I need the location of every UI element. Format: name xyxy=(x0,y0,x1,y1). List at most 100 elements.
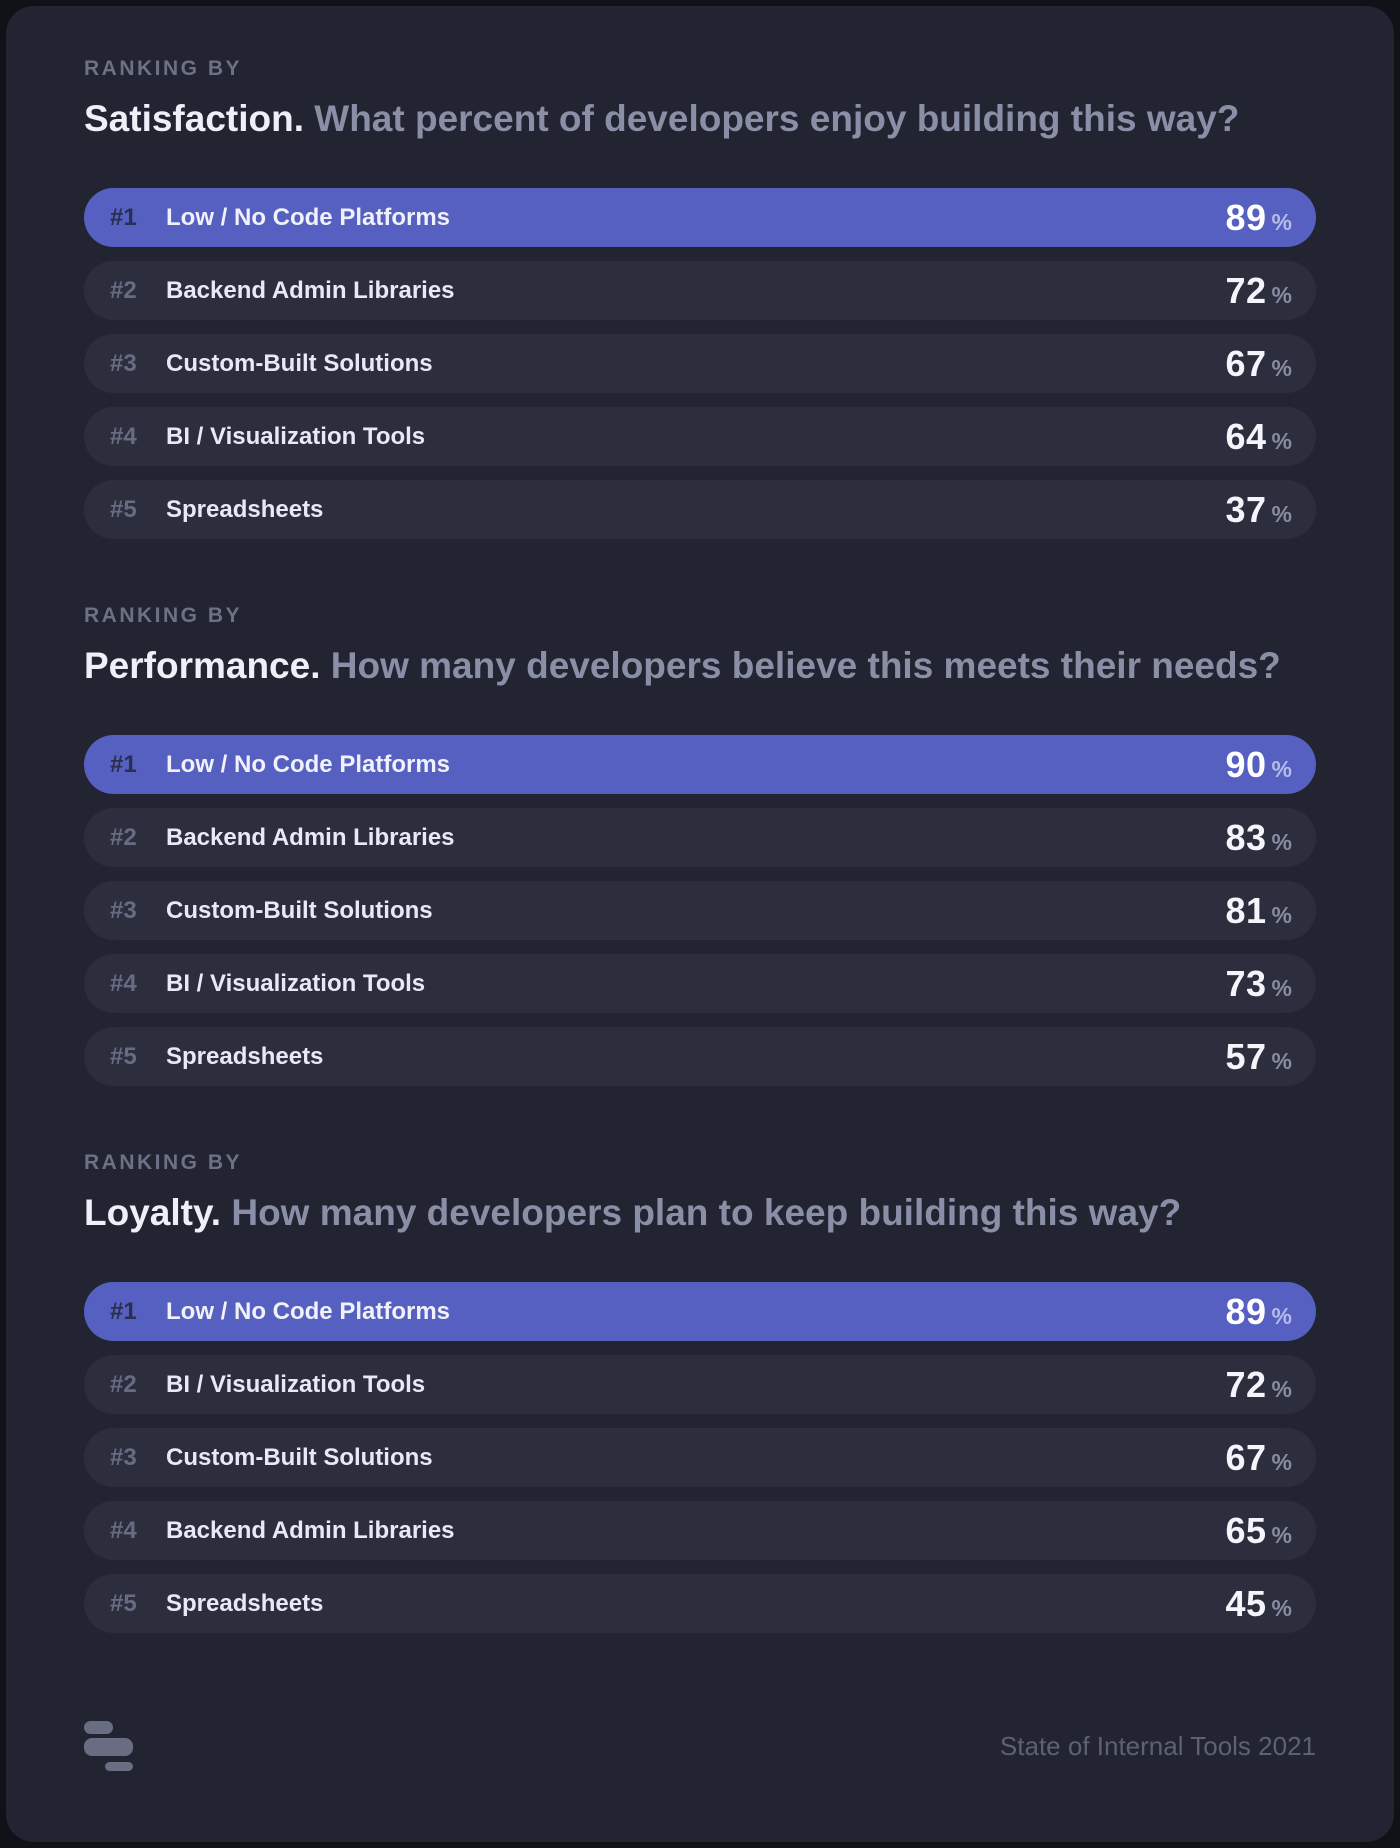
ranking-row-4: #4 BI / Visualization Tools 64% xyxy=(84,407,1316,466)
section-title: Satisfaction. xyxy=(84,98,304,139)
row-value: 89% xyxy=(1226,1291,1293,1333)
percent-sign: % xyxy=(1271,828,1292,855)
section-eyebrow: RANKING BY xyxy=(84,1151,243,1174)
ranking-row-1: #1 Low / No Code Platforms 89% xyxy=(84,1282,1316,1341)
percent-sign: % xyxy=(1271,500,1292,527)
percent-number: 83 xyxy=(1225,816,1267,858)
ranking-row-1: #1 Low / No Code Platforms 90% xyxy=(84,735,1316,794)
rank-badge: #4 xyxy=(110,422,137,450)
section-headline: Satisfaction. What percent of developers… xyxy=(84,96,1316,142)
ranking-row-4: #4 BI / Visualization Tools 73% xyxy=(84,954,1316,1013)
row-value: 67% xyxy=(1226,343,1293,385)
ranking-row-3: #3 Custom-Built Solutions 67% xyxy=(84,1428,1316,1487)
row-label: Custom-Built Solutions xyxy=(166,349,433,377)
section-headline: Performance. How many developers believe… xyxy=(84,643,1316,689)
rank-badge: #1 xyxy=(110,750,137,778)
footer: State of Internal Tools 2021 xyxy=(84,1721,1316,1771)
row-label: Low / No Code Platforms xyxy=(166,203,451,231)
ranking-list: #1 Low / No Code Platforms 89% #2 BI / V… xyxy=(84,1282,1316,1633)
ranking-row-3: #3 Custom-Built Solutions 67% xyxy=(84,334,1316,393)
row-label: Low / No Code Platforms xyxy=(166,750,451,778)
ranking-row-4: #4 Backend Admin Libraries 65% xyxy=(84,1501,1316,1560)
logo-bar-middle xyxy=(84,1738,133,1756)
row-value: 72% xyxy=(1226,270,1293,312)
ranking-list: #1 Low / No Code Platforms 90% #2 Backen… xyxy=(84,735,1316,1086)
percent-sign: % xyxy=(1271,755,1292,782)
percent-sign: % xyxy=(1271,1594,1292,1621)
percent-sign: % xyxy=(1271,208,1292,235)
section-satisfaction: RANKING BY Satisfaction. What percent of… xyxy=(84,58,1316,539)
section-question: How many developers plan to keep buildin… xyxy=(231,1192,1182,1233)
row-value: 64% xyxy=(1226,416,1293,458)
ranking-row-5: #5 Spreadsheets 57% xyxy=(84,1027,1316,1086)
rank-badge: #5 xyxy=(110,495,137,523)
percent-sign: % xyxy=(1271,281,1292,308)
source-caption: State of Internal Tools 2021 xyxy=(999,1730,1316,1761)
row-value: 37% xyxy=(1226,489,1293,531)
row-label: Backend Admin Libraries xyxy=(166,276,455,304)
rank-badge: #1 xyxy=(110,1297,137,1325)
percent-number: 65 xyxy=(1225,1509,1267,1551)
percent-sign: % xyxy=(1271,1302,1292,1329)
section-question: What percent of developers enjoy buildin… xyxy=(314,98,1240,139)
percent-sign: % xyxy=(1271,1375,1292,1402)
rank-badge: #4 xyxy=(110,969,137,997)
row-label: BI / Visualization Tools xyxy=(166,422,426,450)
ranking-row-3: #3 Custom-Built Solutions 81% xyxy=(84,881,1316,940)
percent-sign: % xyxy=(1271,974,1292,1001)
row-label: Low / No Code Platforms xyxy=(166,1297,451,1325)
percent-number: 64 xyxy=(1225,415,1267,457)
ranking-row-2: #2 Backend Admin Libraries 72% xyxy=(84,261,1316,320)
percent-number: 81 xyxy=(1225,889,1267,931)
infographic-card: RANKING BY Satisfaction. What percent of… xyxy=(6,6,1394,1842)
percent-number: 90 xyxy=(1225,743,1267,785)
section-eyebrow: RANKING BY xyxy=(84,604,243,627)
percent-sign: % xyxy=(1271,1521,1292,1548)
rank-badge: #2 xyxy=(110,823,137,851)
row-label: Spreadsheets xyxy=(166,1042,324,1070)
logo-bar-top xyxy=(84,1721,113,1734)
row-label: Spreadsheets xyxy=(166,1589,324,1617)
percent-number: 89 xyxy=(1225,1290,1267,1332)
rank-badge: #3 xyxy=(110,349,137,377)
section-eyebrow: RANKING BY xyxy=(84,57,243,80)
row-value: 90% xyxy=(1226,744,1293,786)
percent-sign: % xyxy=(1271,1047,1292,1074)
percent-number: 45 xyxy=(1225,1582,1267,1624)
section-headline: Loyalty. How many developers plan to kee… xyxy=(84,1190,1316,1236)
ranking-row-1: #1 Low / No Code Platforms 89% xyxy=(84,188,1316,247)
percent-sign: % xyxy=(1271,1448,1292,1475)
section-performance: RANKING BY Performance. How many develop… xyxy=(84,605,1316,1086)
logo-bar-bottom xyxy=(105,1762,133,1771)
rank-badge: #3 xyxy=(110,896,137,924)
percent-number: 72 xyxy=(1225,269,1267,311)
row-value: 81% xyxy=(1226,890,1293,932)
row-value: 73% xyxy=(1226,963,1293,1005)
row-value: 45% xyxy=(1226,1583,1293,1625)
percent-number: 57 xyxy=(1225,1035,1267,1077)
rank-badge: #2 xyxy=(110,1370,137,1398)
row-label: BI / Visualization Tools xyxy=(166,969,426,997)
percent-number: 67 xyxy=(1225,1436,1267,1478)
row-label: Custom-Built Solutions xyxy=(166,896,433,924)
row-value: 72% xyxy=(1226,1364,1293,1406)
percent-number: 72 xyxy=(1225,1363,1267,1405)
ranking-list: #1 Low / No Code Platforms 89% #2 Backen… xyxy=(84,188,1316,539)
rank-badge: #1 xyxy=(110,203,137,231)
percent-number: 73 xyxy=(1225,962,1267,1004)
percent-sign: % xyxy=(1271,354,1292,381)
row-label: Backend Admin Libraries xyxy=(166,1516,455,1544)
rank-badge: #5 xyxy=(110,1589,137,1617)
rank-badge: #2 xyxy=(110,276,137,304)
rank-badge: #4 xyxy=(110,1516,137,1544)
row-value: 67% xyxy=(1226,1437,1293,1479)
percent-number: 37 xyxy=(1225,488,1267,530)
row-value: 83% xyxy=(1226,817,1293,859)
percent-number: 67 xyxy=(1225,342,1267,384)
ranking-row-5: #5 Spreadsheets 45% xyxy=(84,1574,1316,1633)
retool-logo-icon xyxy=(84,1721,134,1771)
row-label: Custom-Built Solutions xyxy=(166,1443,433,1471)
row-value: 65% xyxy=(1226,1510,1293,1552)
percent-sign: % xyxy=(1271,427,1292,454)
section-title: Loyalty. xyxy=(84,1192,222,1233)
